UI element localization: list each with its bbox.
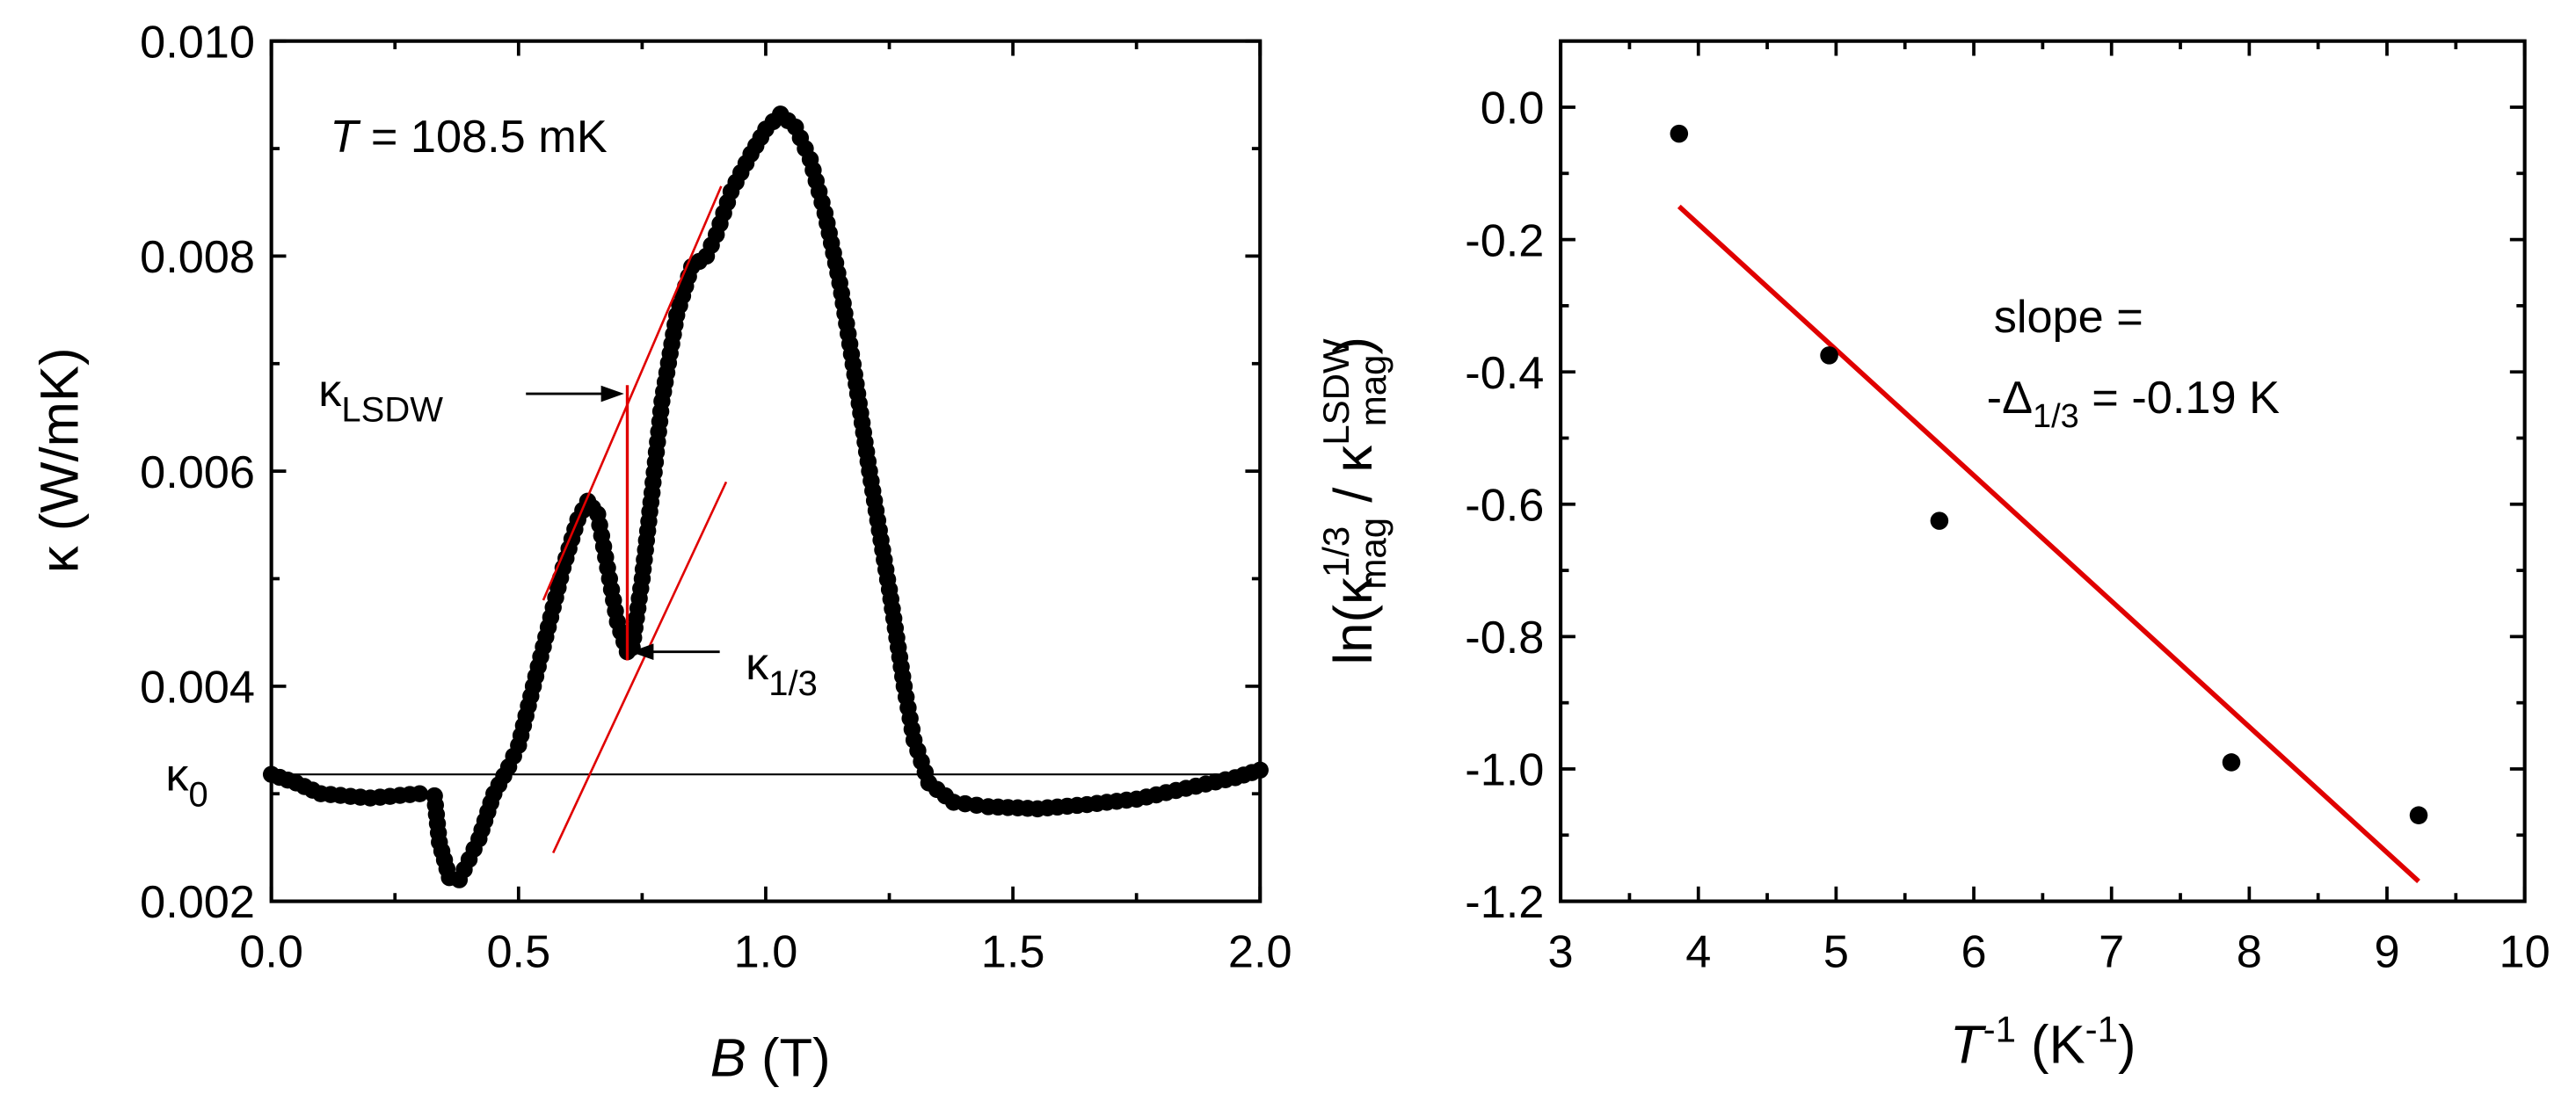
left-y-tick-label: 0.008	[140, 232, 255, 283]
right-x-tick-label: 5	[1823, 926, 1849, 977]
right-x-tick-label: 7	[2099, 926, 2124, 977]
right-data-series	[1670, 124, 2428, 824]
right-x-axis-title: T-1 (K-1)	[1950, 1009, 2136, 1076]
right-x-tick-label: 3	[1548, 926, 1574, 977]
right-x-tick-label: 9	[2374, 926, 2399, 977]
left-x-axis-title: B (T)	[710, 1028, 831, 1089]
left-x-tick-label: 0.0	[239, 926, 303, 977]
right-y-tick-label: -0.2	[1465, 215, 1544, 266]
tangent-fit-line	[551, 481, 728, 854]
third-arrow-head	[630, 643, 654, 661]
left-plot-frame	[269, 39, 1263, 903]
left-x-tick-label: 2.0	[1228, 926, 1292, 977]
left-ticks: 0.0 0.5 1.0 1.5 2.0 0.002 0.004 0.006 0.008 0.010	[140, 17, 1292, 977]
right-x-tick-label: 8	[2237, 926, 2262, 977]
data-point	[2409, 806, 2428, 824]
temperature-label: T = 108.5 mK	[330, 112, 608, 163]
right-y-tick-label: -1.0	[1465, 745, 1544, 796]
left-x-tick-label: 1.5	[981, 926, 1045, 977]
left-y-tick-label: 0.006	[140, 447, 255, 498]
data-point	[1670, 124, 1689, 143]
left-y-tick-label: 0.004	[140, 663, 255, 714]
right-y-axis-title: ln(κ1/3mag / κLSDWmag)	[1315, 337, 1394, 664]
kappa-third-label: κ1/3	[746, 639, 818, 703]
left-data-series	[262, 105, 1269, 888]
tangent-fit-line	[542, 185, 723, 601]
right-y-tick-label: -0.6	[1465, 480, 1544, 531]
data-point	[2222, 753, 2241, 772]
left-panel: 0.0 0.5 1.0 1.5 2.0 0.002 0.004 0.006 0.008 0.010…	[29, 17, 1292, 1088]
kappa-lsdw-label: κLSDW	[318, 366, 443, 430]
right-y-tick-label: -0.8	[1465, 613, 1544, 664]
data-point	[1820, 346, 1838, 365]
kappa0-label: κ0	[165, 751, 207, 815]
left-x-tick-label: 0.5	[486, 926, 550, 977]
slope-annotation-line1: slope =	[1994, 292, 2143, 343]
right-x-tick-label: 10	[2500, 926, 2551, 977]
right-fit-line	[1677, 204, 2420, 884]
annotation-arrows	[526, 385, 720, 661]
linear-fit-line	[1677, 204, 2420, 884]
left-y-axis-title: κ (W/mK)	[29, 347, 90, 573]
left-fit-lines	[271, 185, 1261, 854]
right-x-tick-label: 4	[1685, 926, 1711, 977]
right-plot-frame	[1559, 39, 2527, 903]
left-y-tick-label: 0.010	[140, 17, 255, 68]
right-y-tick-label: -0.4	[1465, 348, 1544, 399]
slope-annotation-line2: -Δ1/3 = -0.19 K	[1987, 373, 2280, 435]
right-x-tick-label: 6	[1961, 926, 1987, 977]
left-y-tick-label: 0.002	[140, 877, 255, 928]
lsdw-arrow-head	[600, 385, 624, 402]
right-y-tick-label: -1.2	[1465, 877, 1544, 928]
data-point	[1930, 511, 1949, 530]
right-ticks: 3 4 5 6 7 8 9 10 0.0 -0.2 -0.4 -0.6 -0.8 -1.0 -1.2	[1465, 40, 2551, 977]
right-y-tick-label: 0.0	[1481, 83, 1545, 134]
data-point	[411, 785, 429, 802]
left-x-tick-label: 1.0	[734, 926, 798, 977]
right-panel: 3 4 5 6 7 8 9 10 0.0 -0.2 -0.4 -0.6 -0.8 -1.0 -1.2 slo…	[1315, 39, 2551, 1076]
